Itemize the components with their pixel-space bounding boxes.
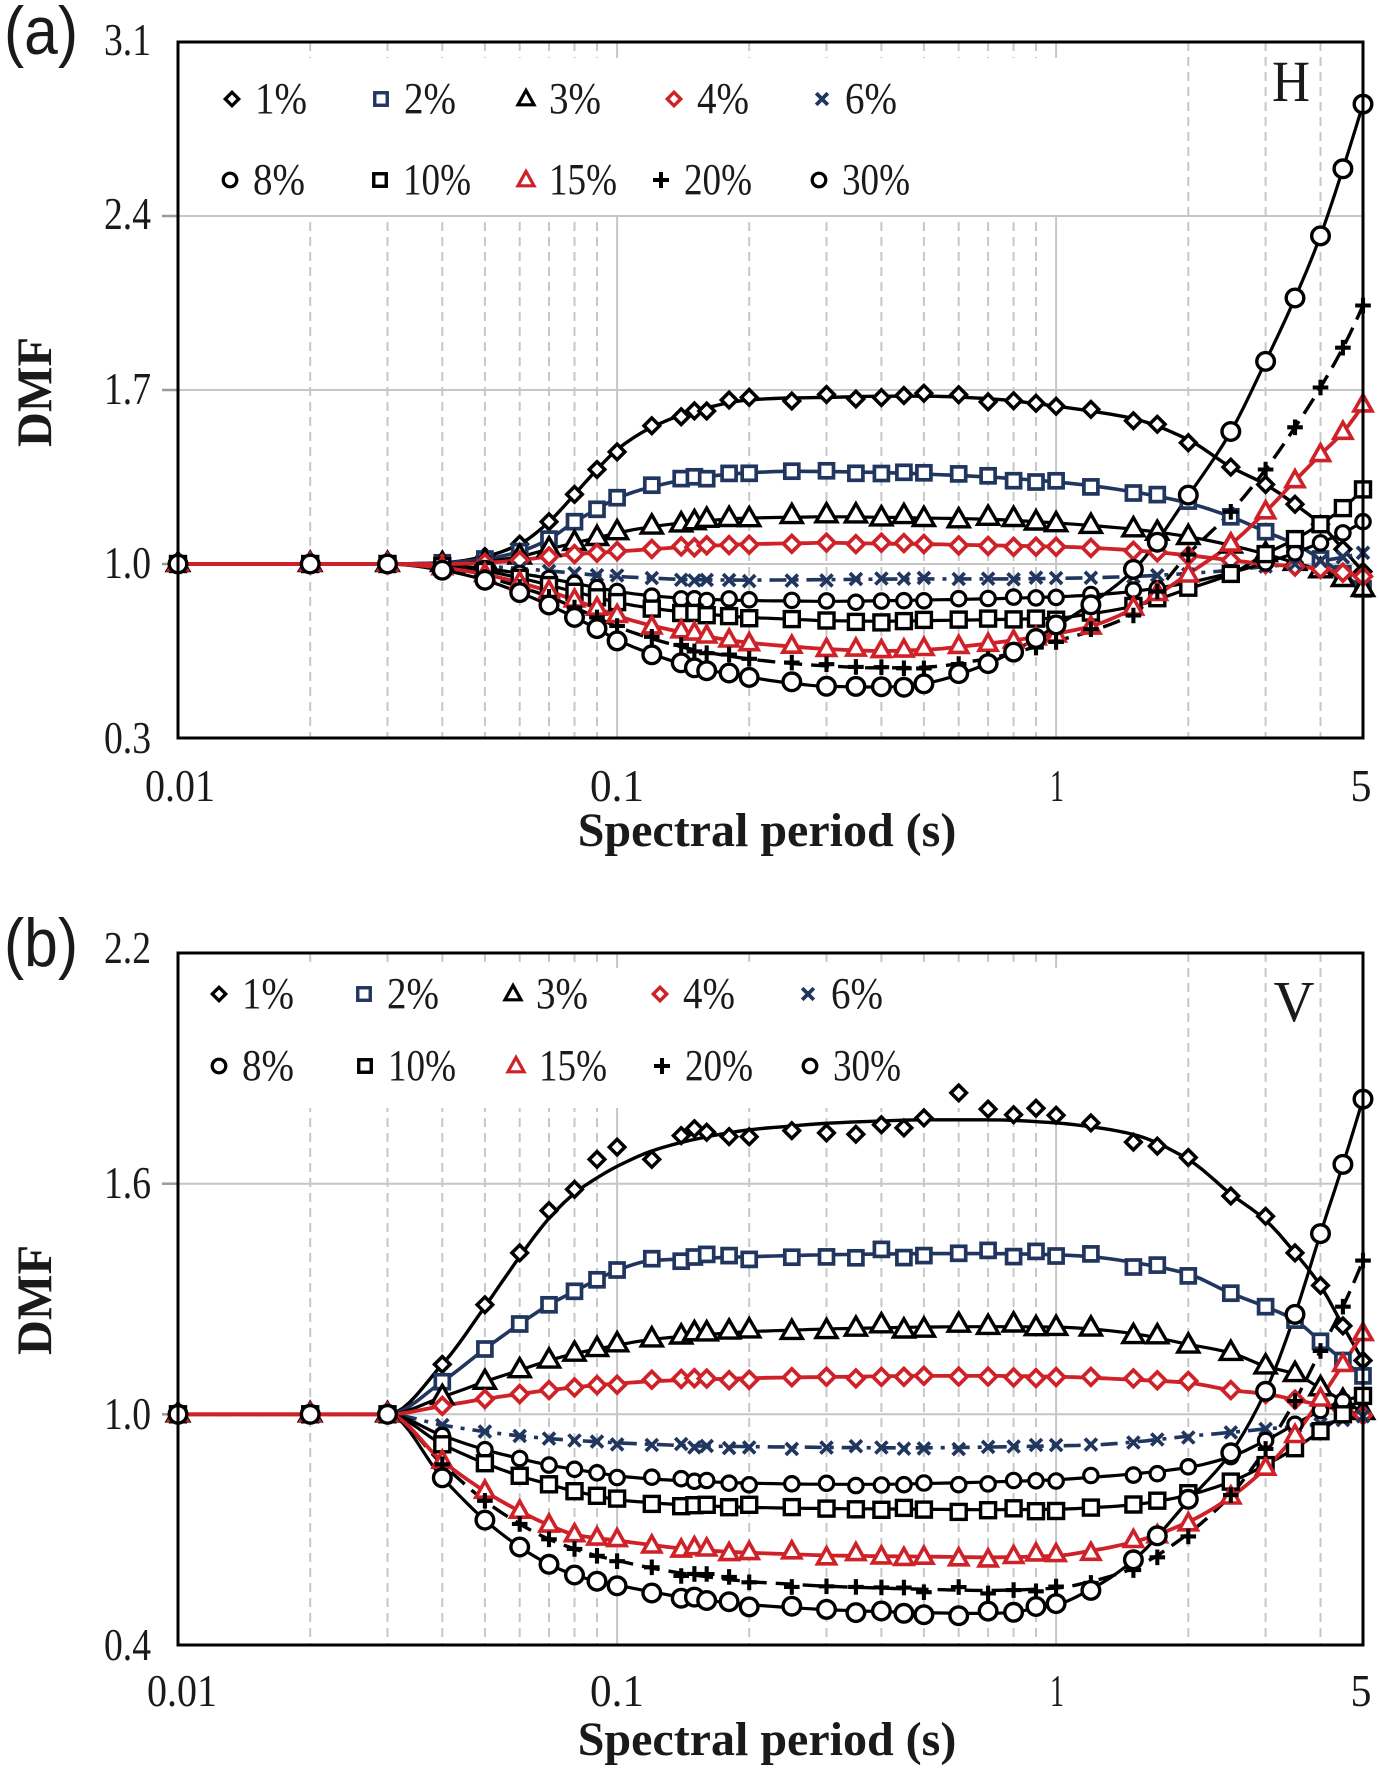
- svg-text:2.2: 2.2: [104, 922, 151, 973]
- svg-text:8%: 8%: [242, 1041, 294, 1090]
- svg-text:(a): (a): [4, 0, 78, 69]
- svg-text:5: 5: [1351, 760, 1372, 811]
- svg-text:0.1: 0.1: [590, 1665, 644, 1716]
- svg-text:4%: 4%: [683, 969, 735, 1018]
- svg-text:0.3: 0.3: [104, 712, 151, 763]
- svg-text:0.1: 0.1: [590, 760, 644, 811]
- svg-text:1.0: 1.0: [104, 537, 151, 588]
- svg-text:1: 1: [1050, 760, 1064, 811]
- svg-text:30%: 30%: [842, 155, 910, 204]
- svg-text:15%: 15%: [539, 1041, 607, 1090]
- svg-text:2.4: 2.4: [104, 188, 151, 239]
- svg-text:15%: 15%: [549, 155, 617, 204]
- svg-text:3%: 3%: [549, 74, 601, 123]
- svg-text:2%: 2%: [404, 74, 456, 123]
- svg-text:20%: 20%: [685, 1041, 753, 1090]
- svg-text:0.01: 0.01: [147, 1665, 217, 1716]
- svg-text:1%: 1%: [242, 969, 294, 1018]
- svg-text:4%: 4%: [697, 74, 749, 123]
- svg-text:1.6: 1.6: [104, 1157, 151, 1208]
- svg-text:Spectral period (s): Spectral period (s): [578, 804, 957, 857]
- svg-text:30%: 30%: [833, 1041, 901, 1090]
- svg-text:1.7: 1.7: [104, 363, 151, 414]
- svg-text:5: 5: [1351, 1665, 1372, 1716]
- svg-text:6%: 6%: [831, 969, 883, 1018]
- svg-text:6%: 6%: [845, 74, 897, 123]
- svg-text:DMF: DMF: [6, 337, 62, 447]
- svg-text:8%: 8%: [253, 155, 305, 204]
- svg-text:3.1: 3.1: [104, 14, 151, 65]
- svg-text:H: H: [1272, 49, 1310, 114]
- svg-text:1%: 1%: [255, 74, 307, 123]
- svg-text:(b): (b): [4, 905, 78, 981]
- svg-text:Spectral period (s): Spectral period (s): [578, 1713, 957, 1766]
- svg-text:10%: 10%: [388, 1041, 456, 1090]
- svg-text:1: 1: [1050, 1665, 1064, 1716]
- svg-text:1.0: 1.0: [104, 1388, 151, 1439]
- svg-text:DMF: DMF: [6, 1245, 62, 1355]
- svg-text:0.01: 0.01: [145, 760, 215, 811]
- svg-text:10%: 10%: [403, 155, 471, 204]
- svg-text:20%: 20%: [684, 155, 752, 204]
- svg-text:3%: 3%: [536, 969, 588, 1018]
- svg-text:V: V: [1274, 969, 1315, 1034]
- svg-text:0.4: 0.4: [104, 1619, 151, 1670]
- svg-text:2%: 2%: [387, 969, 439, 1018]
